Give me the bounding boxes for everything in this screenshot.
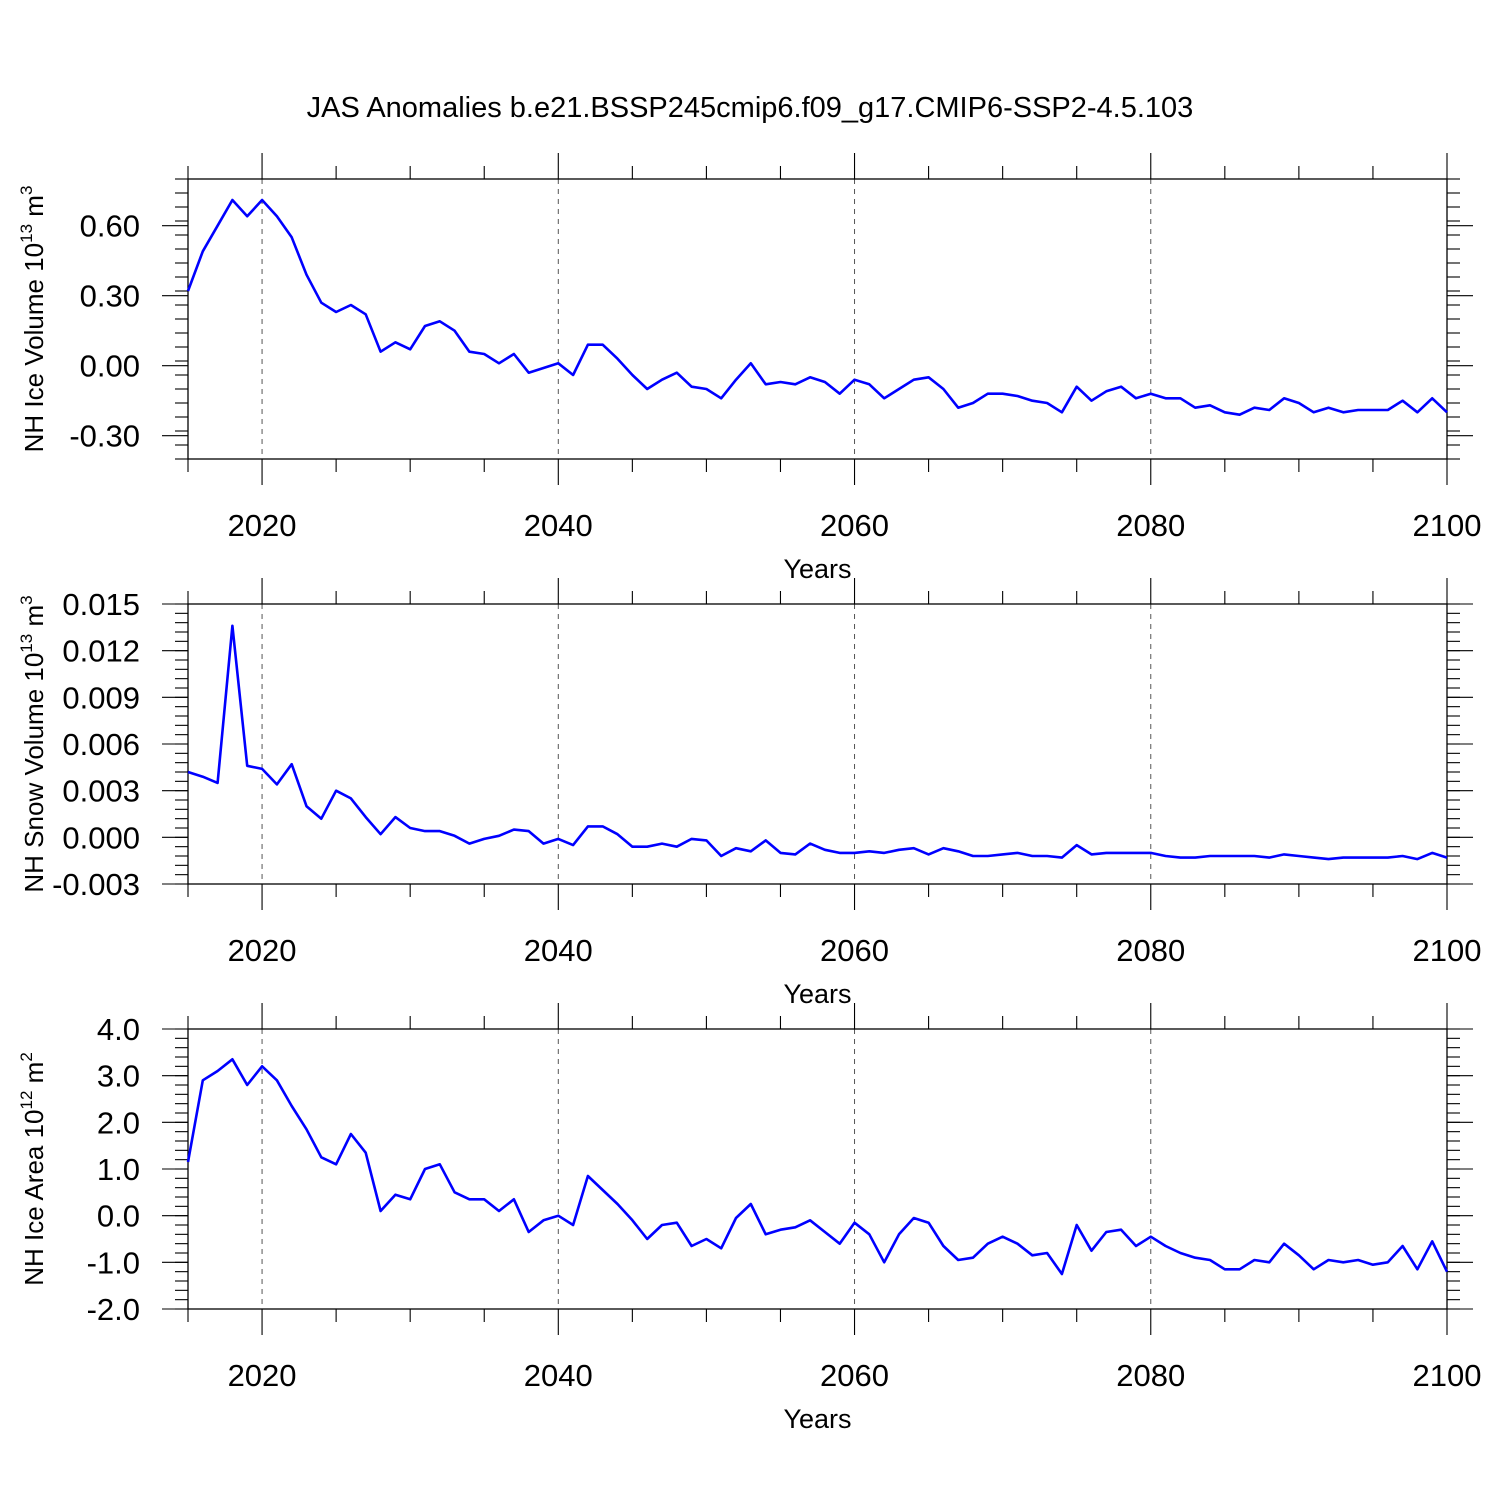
y-tick-label: 0.003 [62, 774, 140, 809]
y-tick-label: -0.30 [69, 419, 140, 454]
y-tick-label: 0.006 [62, 727, 140, 762]
y-axis-label-unit: m [19, 1062, 49, 1091]
x-axis-label: Years [783, 1404, 851, 1434]
y-axis-label-exponent: 13 [17, 224, 36, 243]
y-tick-label: 0.00 [80, 349, 140, 384]
y-tick-label: 0.0 [97, 1199, 140, 1234]
y-tick-label: 0.012 [62, 634, 140, 669]
y-axis-label-unit-exponent: 3 [17, 595, 36, 604]
x-tick-label: 2040 [524, 508, 593, 543]
y-axis-label-unit-exponent: 3 [17, 186, 36, 195]
y-axis-label: NH Snow Volume 1013 m3 [17, 595, 49, 892]
y-tick-label: 3.0 [97, 1059, 140, 1094]
y-axis-label-text: NH Ice Volume 10 [19, 243, 49, 453]
y-axis-label-unit-exponent: 2 [17, 1052, 36, 1061]
y-tick-label: 0.015 [62, 587, 140, 622]
x-tick-label: 2020 [228, 933, 297, 968]
plot-frame [187, 1028, 1448, 1310]
y-axis-label-text: NH Ice Area 10 [19, 1109, 49, 1285]
y-tick-label: 1.0 [97, 1152, 140, 1187]
panels: -0.30 0.00 0.30 0.60 2020 2040 2060 2080 2100 Yea… [17, 153, 1481, 1434]
y-tick-label: -0.003 [52, 867, 140, 902]
x-tick-label: 2080 [1116, 933, 1185, 968]
y-axis-label-unit: m [19, 195, 49, 224]
figure-title: JAS Anomalies b.e21.BSSP245cmip6.f09_g17… [307, 92, 1194, 124]
x-axis-label: Years [783, 979, 851, 1009]
y-axis-label: NH Ice Volume 1013 m3 [17, 186, 49, 453]
y-axis-label-unit: m [19, 605, 49, 634]
x-tick-label: 2020 [228, 1358, 297, 1393]
x-tick-label: 2100 [1413, 508, 1482, 543]
x-tick-label: 2100 [1413, 1358, 1482, 1393]
y-axis-label-text: NH Snow Volume 10 [19, 653, 49, 893]
series-line [186, 1058, 1449, 1276]
x-tick-label: 2080 [1116, 508, 1185, 543]
x-tick-label: 2040 [524, 933, 593, 968]
x-tick-label: 2020 [228, 508, 297, 543]
y-axis-label: NH Ice Area 1012 m2 [17, 1052, 49, 1286]
panel-1: -0.30 0.00 0.30 0.60 2020 2040 2060 2080 2100 Yea… [17, 153, 1481, 584]
x-tick-label: 2060 [820, 933, 889, 968]
y-axis-label-exponent: 12 [17, 1091, 36, 1110]
y-tick-label: 0.009 [62, 680, 140, 715]
x-tick-label: 2060 [820, 508, 889, 543]
y-tick-label: 4.0 [97, 1012, 140, 1047]
x-tick-label: 2100 [1413, 933, 1482, 968]
y-tick-label: -2.0 [87, 1292, 140, 1327]
y-tick-label: -1.0 [87, 1245, 140, 1280]
x-tick-label: 2060 [820, 1358, 889, 1393]
x-axis-label: Years [783, 554, 851, 584]
series-line [186, 198, 1448, 417]
plot-frame [187, 603, 1448, 885]
x-tick-label: 2040 [524, 1358, 593, 1393]
y-tick-label: 0.000 [62, 820, 140, 855]
y-axis-label-exponent: 13 [17, 634, 36, 653]
panel-3: -2.0 -1.0 0.0 1.0 2.0 3.0 4.0 2020 2040 2060 2080 2… [17, 1003, 1481, 1434]
y-tick-label: 0.30 [80, 279, 140, 314]
y-tick-label: 2.0 [97, 1105, 140, 1140]
series-line [187, 624, 1448, 861]
x-tick-label: 2080 [1116, 1358, 1185, 1393]
y-tick-label: 0.60 [80, 209, 140, 244]
plot-frame [187, 178, 1448, 460]
panel-2: -0.003 0.000 0.003 0.006 0.009 0.012 0.015 2020… [17, 578, 1481, 1009]
